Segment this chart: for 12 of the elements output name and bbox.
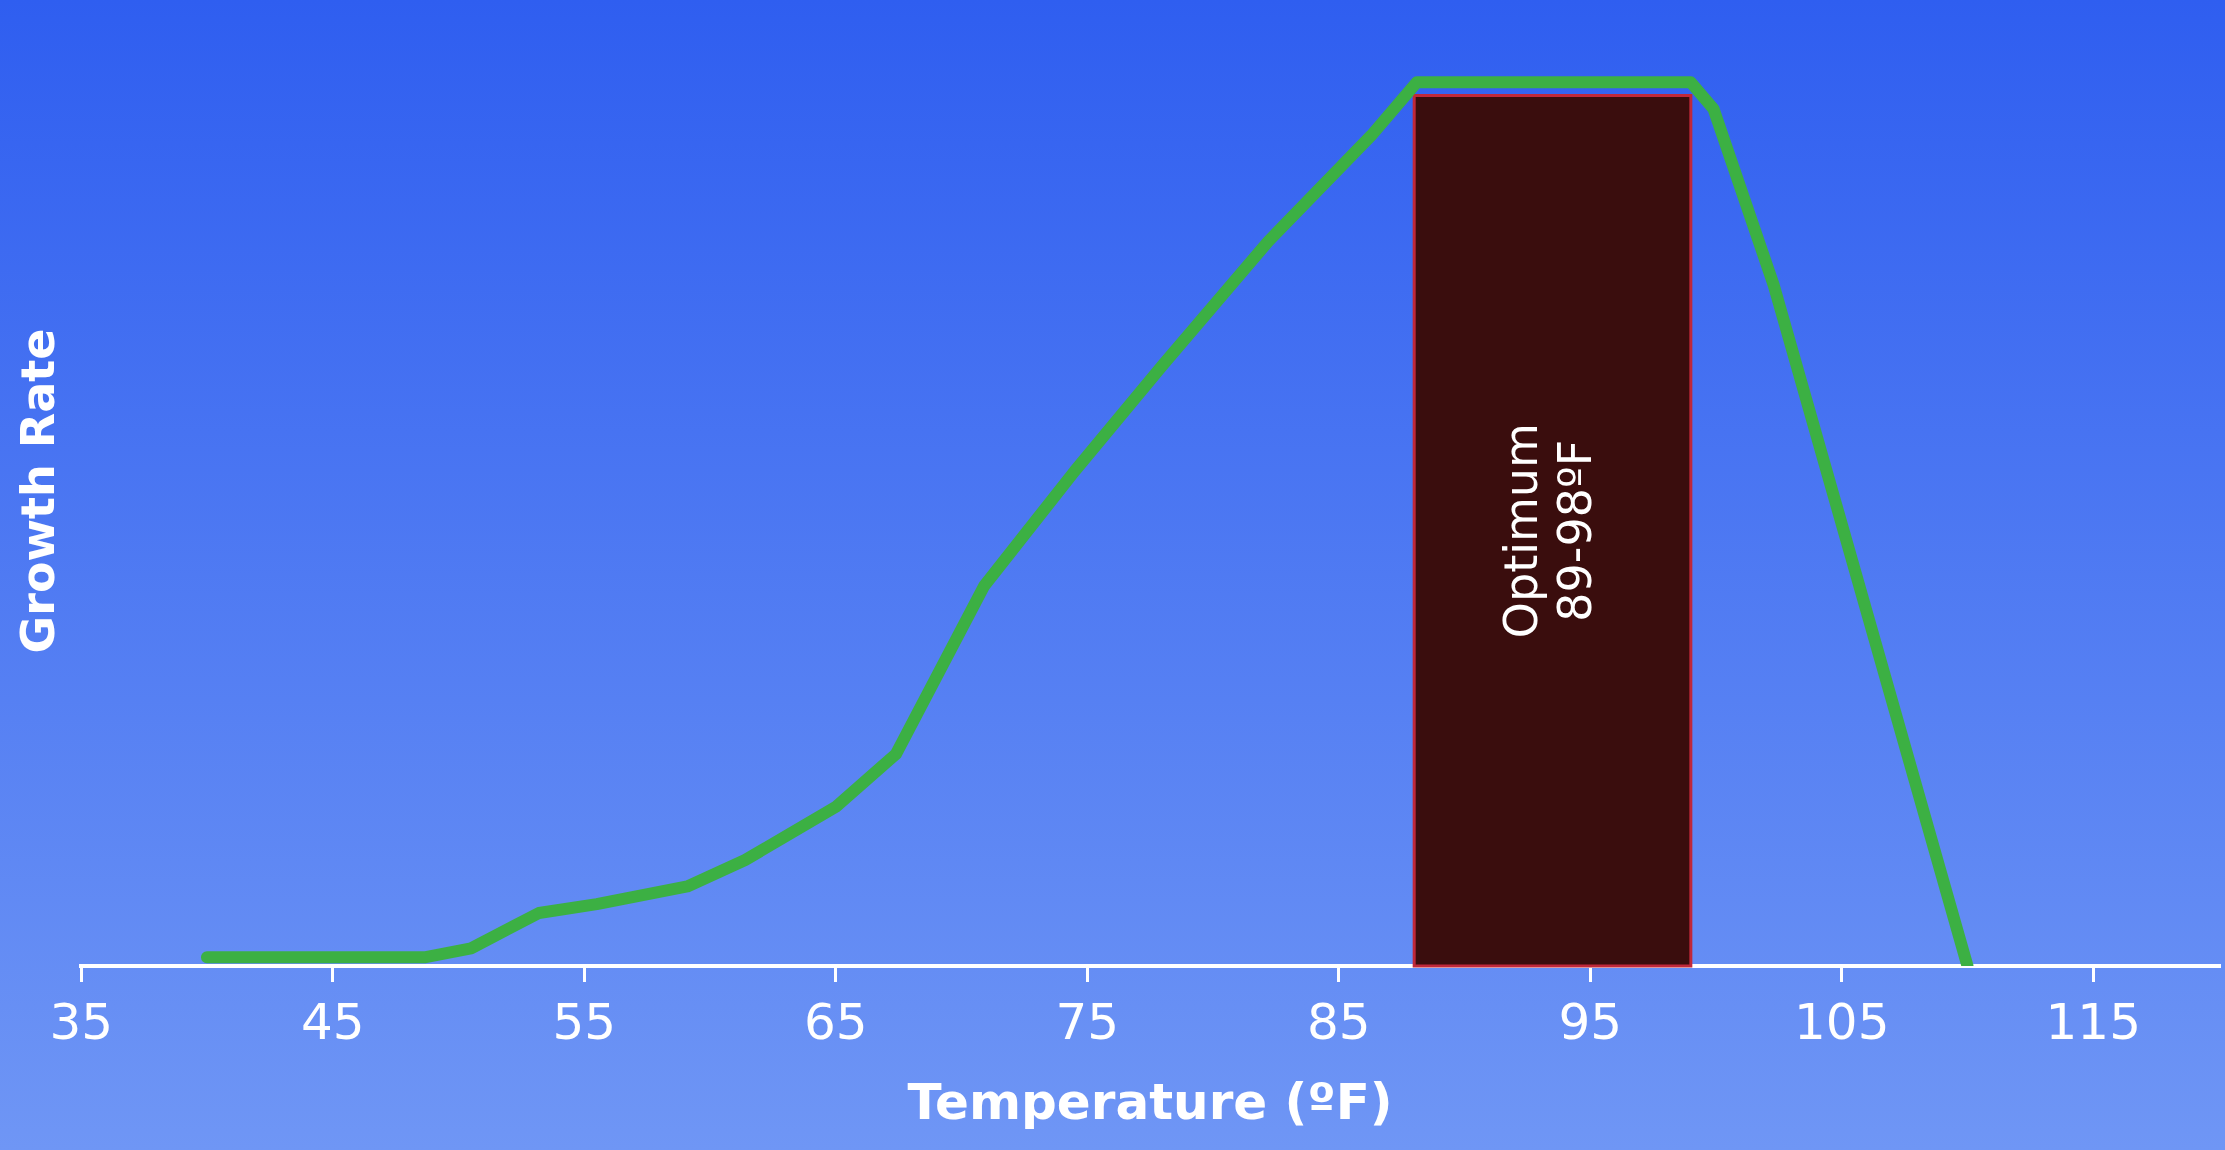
x-tick-label: 75 — [1055, 992, 1120, 1051]
x-tick-label: 115 — [2045, 992, 2141, 1051]
x-tick-label: 85 — [1306, 992, 1371, 1051]
band-label: Optimum 89-98ºF — [1494, 423, 1603, 639]
x-tick-label: 35 — [49, 992, 114, 1051]
x-axis-title: Temperature (ºF) — [907, 1072, 1393, 1131]
x-tick-label: 95 — [1558, 992, 1623, 1051]
x-tick-label: 65 — [803, 992, 868, 1051]
y-axis-title: Growth Rate — [10, 328, 65, 654]
x-tick-label: 55 — [552, 992, 617, 1051]
x-tick-label: 45 — [300, 992, 365, 1051]
x-tick-label: 105 — [1794, 992, 1890, 1051]
